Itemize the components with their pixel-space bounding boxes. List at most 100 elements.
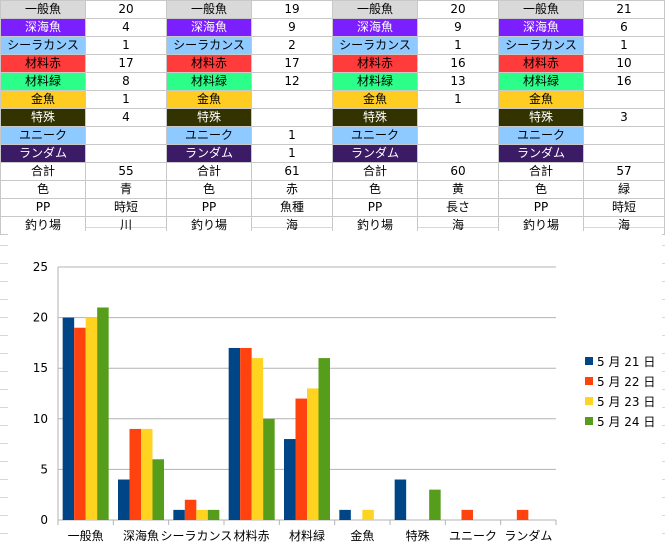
row-label-cell[interactable]: 釣り場	[498, 216, 584, 235]
row-label-cell[interactable]: ランダム	[166, 144, 252, 163]
row-label-cell[interactable]: ランダム	[498, 144, 584, 163]
row-label-cell[interactable]: 金魚	[498, 90, 584, 109]
value-cell[interactable]	[85, 126, 167, 145]
row-label-cell[interactable]: 深海魚	[0, 18, 86, 37]
row-label-cell[interactable]: シーラカンス	[332, 36, 418, 55]
value-cell[interactable]: 1	[417, 90, 499, 109]
row-label-cell[interactable]: 一般魚	[0, 0, 86, 19]
row-label-cell[interactable]: 金魚	[0, 90, 86, 109]
value-cell[interactable]	[251, 90, 333, 109]
row-label-cell[interactable]: 材料緑	[166, 72, 252, 91]
row-label-cell[interactable]: 特殊	[166, 108, 252, 127]
row-label-cell[interactable]: 深海魚	[332, 18, 418, 37]
bar	[207, 509, 220, 520]
value-cell[interactable]: 20	[417, 0, 499, 19]
value-cell[interactable]: 9	[251, 18, 333, 37]
value-cell[interactable]: 60	[417, 162, 499, 181]
value-cell[interactable]: 12	[251, 72, 333, 91]
value-cell[interactable]: 赤	[251, 180, 333, 199]
value-cell[interactable]: 1	[251, 144, 333, 163]
row-label-cell[interactable]: ユニーク	[166, 126, 252, 145]
row-label-cell[interactable]: 合計	[166, 162, 252, 181]
value-cell[interactable]: 黄	[417, 180, 499, 199]
row-label-cell[interactable]: PP	[498, 198, 584, 217]
row-label-cell[interactable]: 色	[498, 180, 584, 199]
value-cell[interactable]	[417, 144, 499, 163]
value-cell[interactable]: 2	[251, 36, 333, 55]
value-cell[interactable]	[417, 126, 499, 145]
row-label-cell[interactable]: 特殊	[0, 108, 86, 127]
value-cell[interactable]: 4	[85, 18, 167, 37]
value-cell[interactable]: 61	[251, 162, 333, 181]
value-cell[interactable]: 20	[85, 0, 167, 19]
value-cell[interactable]	[583, 126, 665, 145]
value-cell[interactable]: 3	[583, 108, 665, 127]
row-label-cell[interactable]: 材料赤	[332, 54, 418, 73]
row-label-cell[interactable]: 色	[166, 180, 252, 199]
value-cell[interactable]: 1	[417, 36, 499, 55]
row-label-cell[interactable]: シーラカンス	[0, 36, 86, 55]
row-label-cell[interactable]: 特殊	[332, 108, 418, 127]
row-label-cell[interactable]: ユニーク	[0, 126, 86, 145]
value-cell[interactable]: 時短	[583, 198, 665, 217]
row-label-cell[interactable]: 合計	[498, 162, 584, 181]
row-label-cell[interactable]: 深海魚	[498, 18, 584, 37]
value-cell[interactable]: 1	[251, 126, 333, 145]
row-label-cell[interactable]: 材料緑	[332, 72, 418, 91]
row-label-cell[interactable]: シーラカンス	[498, 36, 584, 55]
value-cell[interactable]: 57	[583, 162, 665, 181]
value-cell[interactable]	[583, 90, 665, 109]
value-cell[interactable]: 時短	[85, 198, 167, 217]
row-label-cell[interactable]: PP	[0, 198, 86, 217]
value-cell[interactable]: 10	[583, 54, 665, 73]
row-label-cell[interactable]: 色	[332, 180, 418, 199]
value-cell[interactable]: 4	[85, 108, 167, 127]
value-cell[interactable]: 長さ	[417, 198, 499, 217]
value-cell[interactable]: 1	[85, 90, 167, 109]
row-label-cell[interactable]: ランダム	[0, 144, 86, 163]
value-cell[interactable]	[85, 144, 167, 163]
row-label-cell[interactable]: 材料赤	[166, 54, 252, 73]
value-cell[interactable]: 1	[583, 36, 665, 55]
row-label-cell[interactable]: PP	[332, 198, 418, 217]
value-cell[interactable]: 13	[417, 72, 499, 91]
value-cell[interactable]: 19	[251, 0, 333, 19]
row-label-cell[interactable]: 一般魚	[498, 0, 584, 19]
value-cell[interactable]	[251, 108, 333, 127]
row-label-cell[interactable]: 一般魚	[166, 0, 252, 19]
value-cell[interactable]: 緑	[583, 180, 665, 199]
row-label-cell[interactable]: 色	[0, 180, 86, 199]
row-label-cell[interactable]: 材料緑	[498, 72, 584, 91]
value-cell[interactable]: 16	[583, 72, 665, 91]
row-label-cell[interactable]: 材料赤	[498, 54, 584, 73]
row-label-cell[interactable]: シーラカンス	[166, 36, 252, 55]
value-cell[interactable]	[583, 144, 665, 163]
chart-area[interactable]: 0 5 10 15 20 25 一般魚 深海魚 シーラカンス 材料赤 材料緑 金魚 特殊 ユニーク ランダム…	[8, 231, 662, 549]
row-label-cell[interactable]: PP	[166, 198, 252, 217]
value-cell[interactable]: 1	[85, 36, 167, 55]
row-label-cell[interactable]: 合計	[332, 162, 418, 181]
value-cell[interactable]: 55	[85, 162, 167, 181]
row-label-cell[interactable]: 合計	[0, 162, 86, 181]
row-label-cell[interactable]: ユニーク	[498, 126, 584, 145]
row-label-cell[interactable]: 深海魚	[166, 18, 252, 37]
value-cell[interactable]	[417, 108, 499, 127]
row-label-cell[interactable]: 釣り場	[332, 216, 418, 235]
row-label-cell[interactable]: 材料赤	[0, 54, 86, 73]
row-label-cell[interactable]: 金魚	[166, 90, 252, 109]
row-label-cell[interactable]: 特殊	[498, 108, 584, 127]
row-label-cell[interactable]: 金魚	[332, 90, 418, 109]
row-label-cell[interactable]: ランダム	[332, 144, 418, 163]
value-cell[interactable]: 魚種	[251, 198, 333, 217]
value-cell[interactable]: 17	[85, 54, 167, 73]
row-label-cell[interactable]: 一般魚	[332, 0, 418, 19]
value-cell[interactable]: 6	[583, 18, 665, 37]
value-cell[interactable]: 21	[583, 0, 665, 19]
value-cell[interactable]: 16	[417, 54, 499, 73]
row-label-cell[interactable]: ユニーク	[332, 126, 418, 145]
value-cell[interactable]: 青	[85, 180, 167, 199]
value-cell[interactable]: 8	[85, 72, 167, 91]
value-cell[interactable]: 9	[417, 18, 499, 37]
row-label-cell[interactable]: 材料緑	[0, 72, 86, 91]
value-cell[interactable]: 17	[251, 54, 333, 73]
